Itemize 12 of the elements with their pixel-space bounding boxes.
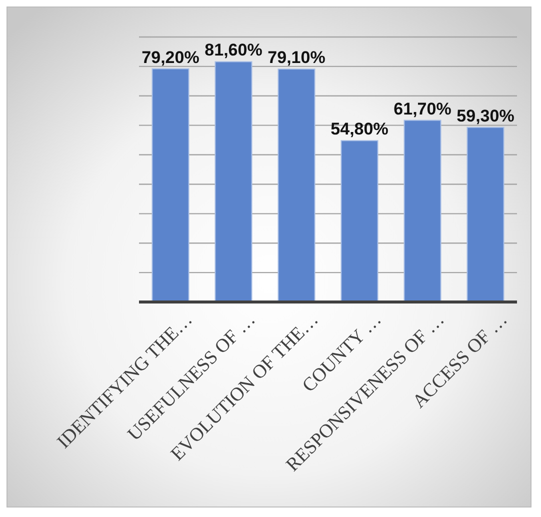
data-label: 54,80% <box>330 120 388 139</box>
data-label: 61,70% <box>394 99 452 118</box>
bar <box>152 68 190 302</box>
bar <box>466 126 504 302</box>
bar <box>214 61 252 302</box>
data-label: 79,10% <box>268 48 326 68</box>
data-label: 81,60% <box>204 40 262 60</box>
data-label: 79,20% <box>142 48 200 67</box>
data-label: 59,30% <box>456 106 514 126</box>
bar <box>404 120 442 302</box>
bar <box>340 140 378 302</box>
bar <box>278 68 316 302</box>
